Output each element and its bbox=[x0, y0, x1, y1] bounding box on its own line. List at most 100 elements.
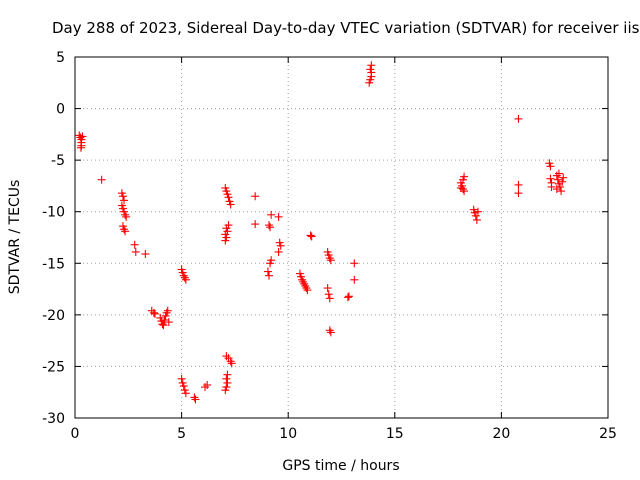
data-point bbox=[181, 275, 190, 284]
y-tick-label: -20 bbox=[42, 308, 65, 324]
data-point bbox=[222, 352, 231, 361]
data-point bbox=[181, 389, 190, 398]
x-tick-label: 25 bbox=[599, 426, 617, 442]
grid bbox=[75, 57, 608, 418]
x-tick-label: 20 bbox=[492, 426, 510, 442]
data-point bbox=[547, 182, 556, 191]
y-axis-label: SDTVAR / TECUs bbox=[7, 180, 23, 295]
data-point bbox=[274, 247, 283, 256]
data-point bbox=[150, 309, 159, 318]
data-point bbox=[221, 386, 230, 395]
data-point bbox=[226, 357, 235, 366]
data-point bbox=[299, 277, 308, 286]
x-axis-label: GPS time / hours bbox=[282, 458, 399, 474]
data-point bbox=[222, 374, 231, 383]
data-point bbox=[473, 207, 482, 216]
data-point bbox=[251, 220, 260, 229]
data-point bbox=[224, 221, 233, 230]
data-point bbox=[265, 221, 274, 230]
data-points bbox=[75, 61, 568, 404]
data-point bbox=[177, 374, 186, 383]
data-point bbox=[120, 196, 129, 205]
data-point bbox=[130, 240, 139, 249]
data-point bbox=[471, 211, 480, 220]
data-point bbox=[131, 247, 140, 256]
data-point bbox=[298, 275, 307, 284]
data-point bbox=[553, 175, 562, 184]
data-point bbox=[546, 162, 555, 171]
y-tick-label: -10 bbox=[42, 205, 65, 221]
data-point bbox=[559, 173, 568, 182]
data-point bbox=[221, 236, 230, 245]
data-point bbox=[251, 192, 260, 201]
data-point bbox=[160, 316, 169, 325]
y-tick-label: -15 bbox=[42, 256, 65, 272]
data-point bbox=[326, 328, 335, 337]
data-point bbox=[223, 370, 232, 379]
data-point bbox=[514, 189, 523, 198]
plot-frame bbox=[74, 56, 609, 419]
data-point bbox=[158, 320, 167, 329]
data-point bbox=[190, 393, 199, 402]
data-point bbox=[121, 227, 130, 236]
data-point bbox=[224, 193, 233, 202]
data-point bbox=[267, 256, 276, 265]
data-point bbox=[344, 292, 353, 301]
data-point bbox=[118, 192, 127, 201]
data-point bbox=[180, 273, 189, 282]
axis-ticks bbox=[74, 56, 609, 419]
data-point bbox=[552, 185, 561, 194]
data-point bbox=[307, 232, 316, 241]
x-tick-label: 0 bbox=[71, 426, 80, 442]
data-point bbox=[267, 210, 276, 219]
data-point bbox=[276, 241, 285, 250]
data-point bbox=[274, 212, 283, 221]
data-point bbox=[122, 212, 131, 221]
data-point bbox=[121, 210, 130, 219]
data-point bbox=[203, 380, 212, 389]
data-point bbox=[226, 200, 235, 209]
data-point bbox=[263, 267, 272, 276]
data-point bbox=[301, 281, 310, 290]
data-point bbox=[367, 61, 376, 70]
y-tick-label: 0 bbox=[56, 102, 65, 118]
data-point bbox=[325, 294, 334, 303]
data-point bbox=[325, 254, 334, 263]
data-point bbox=[164, 318, 173, 327]
data-point bbox=[265, 271, 274, 280]
y-tick-labels: 5 0 -5 -10 -15 -20 -25 -30 bbox=[42, 50, 65, 427]
data-point bbox=[350, 259, 359, 268]
data-point bbox=[546, 174, 555, 183]
data-point bbox=[179, 271, 188, 280]
data-point bbox=[162, 308, 171, 317]
y-tick-label: 5 bbox=[56, 50, 65, 66]
data-point bbox=[78, 132, 87, 141]
y-tick-label: -30 bbox=[42, 411, 65, 427]
data-point bbox=[554, 169, 563, 178]
x-tick-label: 15 bbox=[386, 426, 404, 442]
x-tick-labels: 0 5 10 15 20 25 bbox=[71, 426, 617, 442]
data-point bbox=[557, 187, 566, 196]
data-point bbox=[323, 284, 332, 293]
data-point bbox=[303, 286, 312, 295]
data-point bbox=[159, 321, 168, 330]
data-point bbox=[343, 293, 352, 302]
data-point bbox=[306, 231, 315, 240]
y-tick-label: -5 bbox=[51, 153, 65, 169]
data-point bbox=[350, 275, 359, 284]
data-point bbox=[201, 383, 210, 392]
data-point bbox=[97, 175, 106, 184]
data-point bbox=[514, 180, 523, 189]
data-point bbox=[325, 326, 334, 335]
y-tick-label: -25 bbox=[42, 359, 65, 375]
data-point bbox=[266, 223, 275, 232]
data-point bbox=[514, 114, 523, 123]
data-point bbox=[76, 143, 85, 152]
data-point bbox=[366, 65, 375, 74]
data-point bbox=[179, 382, 188, 391]
x-tick-label: 10 bbox=[279, 426, 297, 442]
chart-title: Day 288 of 2023, Sidereal Day-to-day VTE… bbox=[52, 19, 640, 37]
data-point bbox=[76, 133, 85, 142]
